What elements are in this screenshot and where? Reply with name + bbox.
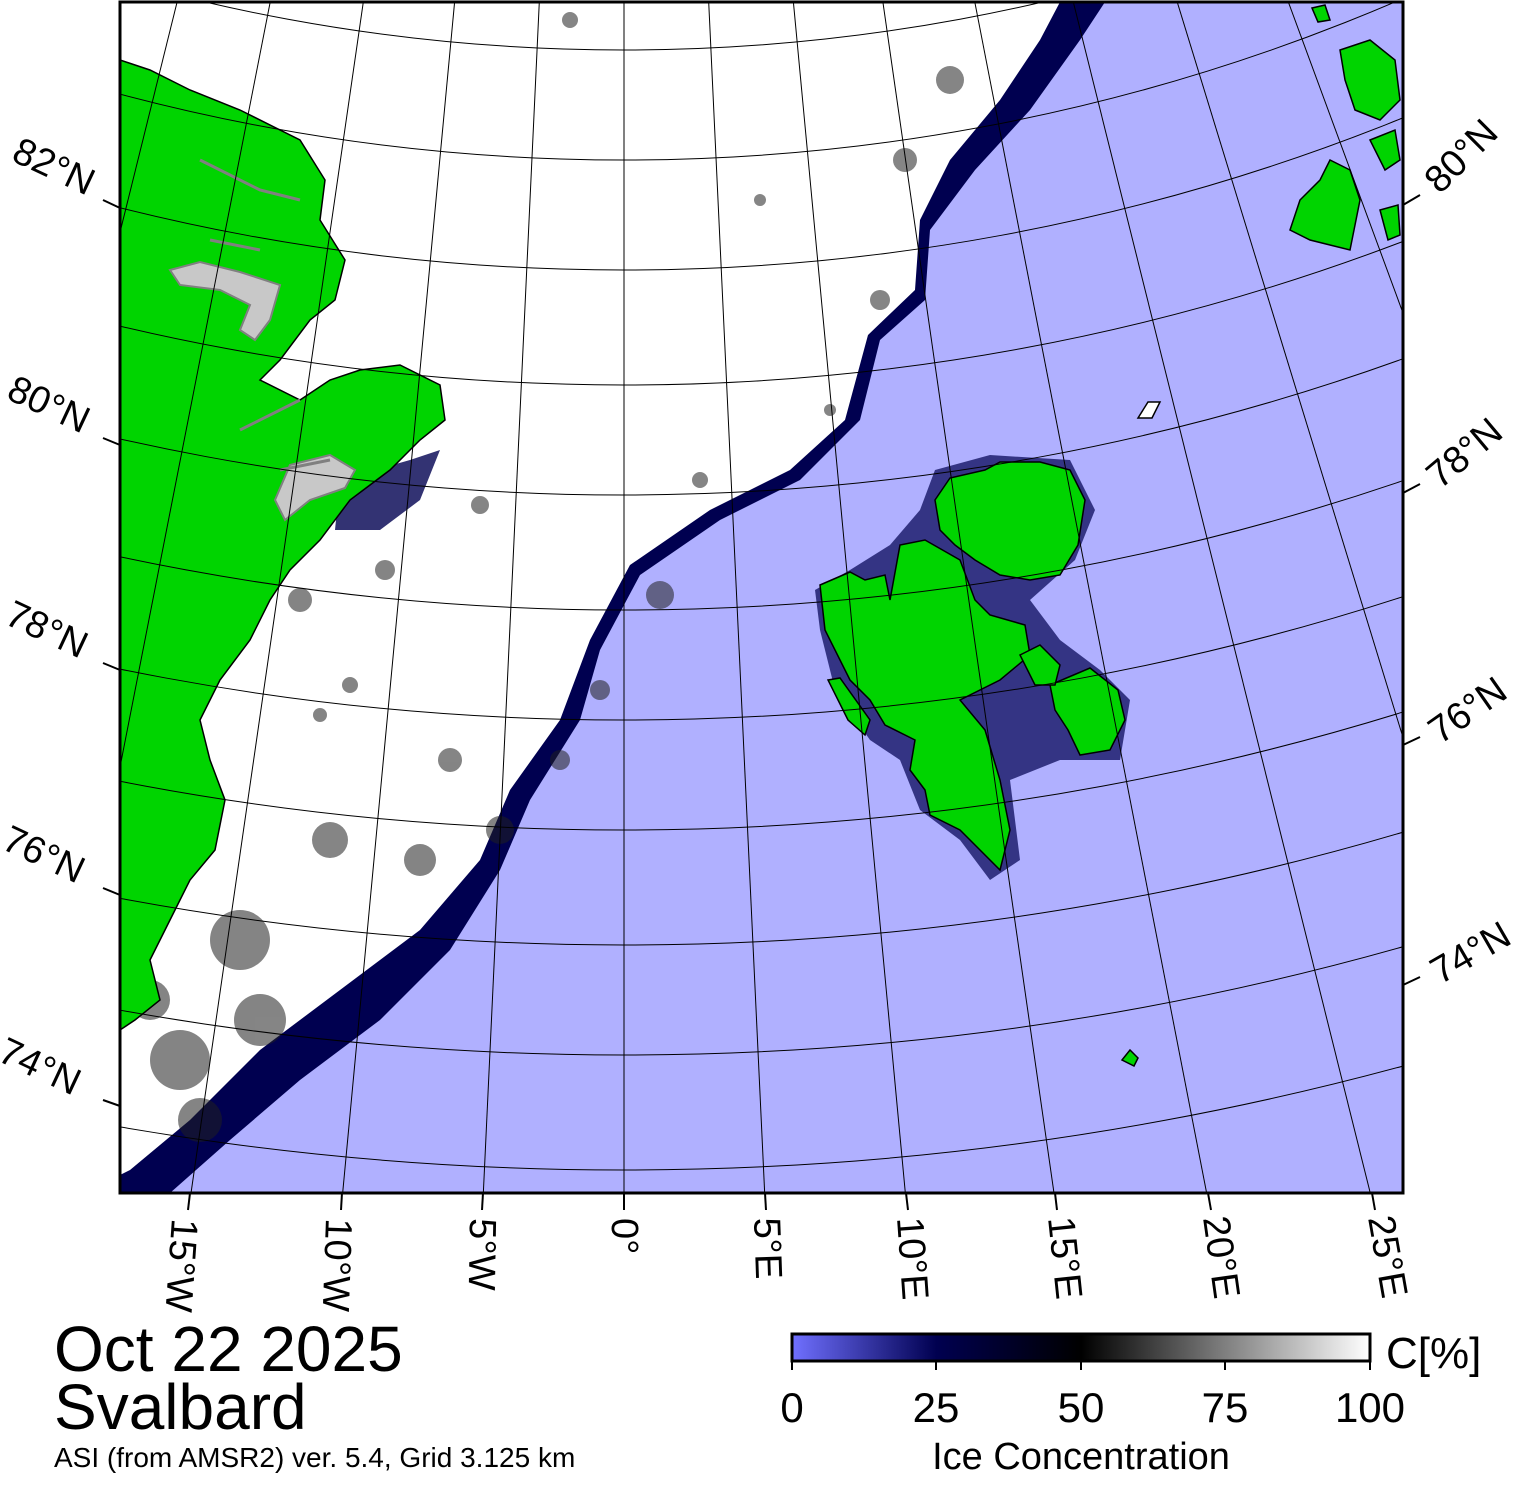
lon-label-5e: 5°E bbox=[745, 1217, 789, 1280]
lat-label-right-74: 74°N bbox=[1424, 914, 1519, 993]
lon-label-15e: 15°E bbox=[1039, 1215, 1089, 1302]
cb-tick-50: 50 bbox=[1058, 1384, 1105, 1431]
lon-labels: 15°W 10°W 5°W 0° 5°E 10°E 15°E 20°E 25°E bbox=[157, 1212, 1415, 1313]
map-frame bbox=[118, 0, 1405, 1195]
greenland-land bbox=[120, 59, 446, 1031]
lon-label-15w: 15°W bbox=[157, 1217, 205, 1313]
lon-label-25e: 25°E bbox=[1359, 1212, 1415, 1301]
colorbar-ticks bbox=[791, 1361, 1371, 1370]
lat-label-right-78: 78°N bbox=[1419, 410, 1511, 497]
lat-label-right-76: 76°N bbox=[1421, 669, 1515, 752]
lon-label-0: 0° bbox=[603, 1218, 645, 1254]
lat-label-left-74: 74°N bbox=[0, 1030, 87, 1104]
map-region: Svalbard bbox=[54, 1371, 307, 1443]
franz-josef-land bbox=[1289, 158, 1361, 251]
franz-josef-land-2 bbox=[1339, 39, 1401, 121]
lat-label-left-76: 76°N bbox=[0, 818, 91, 892]
lat-label-left-78: 78°N bbox=[0, 593, 94, 667]
colorbar-gradient bbox=[790, 1332, 1372, 1363]
lon-label-10e: 10°E bbox=[888, 1216, 936, 1302]
left-lat-labels: 82°N 80°N 78°N 76°N 74°N bbox=[0, 130, 101, 1104]
cb-tick-100: 100 bbox=[1335, 1384, 1405, 1431]
greenland-fjord bbox=[168, 260, 282, 342]
spitsbergen-island bbox=[819, 539, 1031, 872]
cb-tick-25: 25 bbox=[913, 1384, 960, 1431]
colorbar-title: Ice Concentration bbox=[932, 1436, 1230, 1478]
colorbar-tick-labels: 0 25 50 75 100 bbox=[780, 1384, 1405, 1431]
franz-josef-land-5 bbox=[1379, 204, 1401, 242]
lon-label-10w: 10°W bbox=[314, 1218, 359, 1313]
barentsoya-island bbox=[1018, 644, 1061, 686]
edgeoya-island bbox=[1049, 667, 1126, 756]
melt-zone-dark bbox=[335, 450, 440, 530]
franz-josef-land-4 bbox=[1310, 4, 1331, 23]
title-block: Oct 22 2025 Svalbard ASI (from AMSR2) ve… bbox=[54, 1313, 576, 1476]
lon-label-5w: 5°W bbox=[460, 1218, 503, 1291]
franz-josef-land-3 bbox=[1368, 128, 1401, 172]
colorbar-unit: C[%] bbox=[1386, 1329, 1482, 1378]
map-date: Oct 22 2025 bbox=[54, 1313, 403, 1385]
graticule bbox=[120, 2, 1403, 1193]
prins-karls-forland bbox=[826, 677, 871, 737]
cb-tick-0: 0 bbox=[780, 1384, 803, 1431]
frame-ticks bbox=[102, 194, 1421, 1211]
lat-label-left-82: 82°N bbox=[6, 130, 101, 204]
lat-label-left-80: 80°N bbox=[1, 368, 96, 442]
greenland-glacier-strip bbox=[199, 158, 331, 472]
lon-label-20e: 20°E bbox=[1194, 1213, 1247, 1301]
lat-label-right-80: 80°N bbox=[1417, 112, 1507, 202]
kvitoya-island bbox=[1136, 401, 1162, 419]
bjornoya-island bbox=[1120, 1048, 1139, 1068]
data-source: ASI (from AMSR2) ver. 5.4, Grid 3.125 km bbox=[54, 1442, 576, 1473]
cb-tick-75: 75 bbox=[1202, 1384, 1249, 1431]
sea-ice-pack bbox=[120, 2, 1060, 1175]
right-lat-labels: 80°N 78°N 76°N 74°N bbox=[1417, 112, 1518, 993]
